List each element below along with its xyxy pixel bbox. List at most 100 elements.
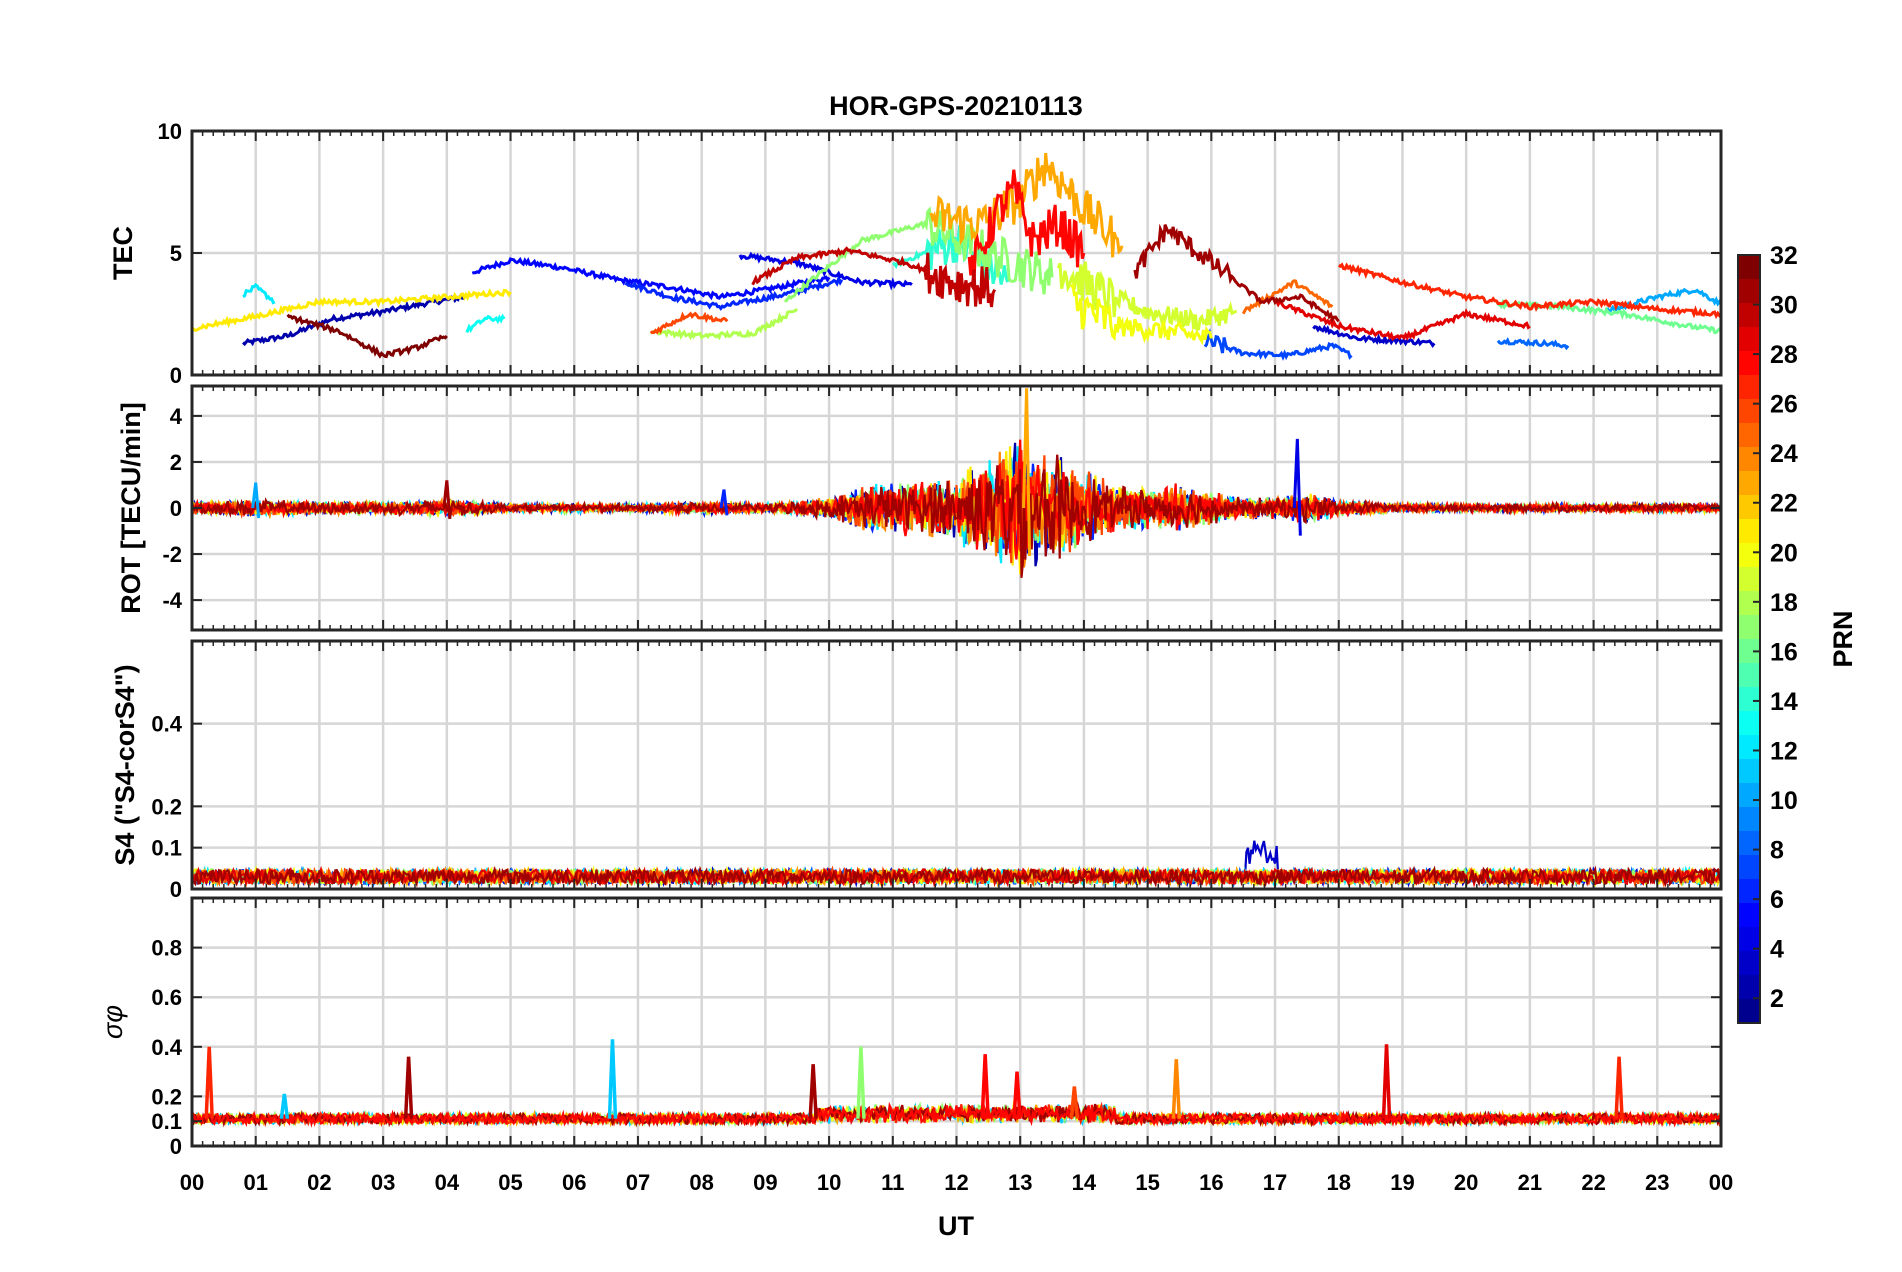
sigma-spike [1012,1071,1022,1119]
sigma-y-tick-label: 0 [170,1134,182,1159]
colorbar-tick-label: 14 [1770,688,1798,716]
x-axis-label: UT [938,1211,974,1241]
rot-y-tick-label: 4 [170,404,183,429]
panel-s4-frame [190,639,1723,891]
x-tick-label: 19 [1390,1170,1414,1195]
sigma-spike [980,1054,990,1119]
x-tick-label: 12 [944,1170,968,1195]
sigma-spike [1614,1056,1624,1119]
tec-series-prn-7 [1203,328,1353,361]
tec-series-prn-21 [192,288,512,333]
tec-series-prn-13 [465,313,506,333]
colorbar-gradient [1737,254,1761,1024]
colorbar-label: PRN [1828,610,1858,667]
rot-spike [442,480,452,520]
tec-y-tick-label: 10 [158,119,182,144]
x-tick-label: 17 [1263,1170,1287,1195]
tec-series-prn-2 [241,294,467,347]
rot-spike [251,482,261,519]
x-tick-label: 14 [1072,1170,1097,1195]
tec-series-prn-8 [1496,337,1570,351]
colorbar-tick-label: 24 [1770,440,1798,468]
tec-series-prn-19 [1056,261,1237,332]
s4-y-tick-label: 0.4 [151,712,182,737]
tec-series-prn-5 [471,256,831,301]
tec-series-prn-27 [1337,262,1721,320]
panel-sigma: 0.8 0.6 0.4 0.20.10 [151,896,1723,1159]
s4-y-tick-label: 0.1 [151,836,182,861]
tec-series-prn-30 [751,246,997,308]
colorbar-tick-label: 2 [1770,985,1784,1013]
colorbar-tick-label: 20 [1770,539,1798,567]
x-tick-label: 13 [1008,1170,1032,1195]
tec-series-prn-23 [929,152,1124,258]
tec-series-prn-18 [650,307,799,341]
panel-sigma-frame [190,896,1723,1148]
x-tick-label: 05 [498,1170,522,1195]
tec-series-prn-25 [1241,279,1334,315]
sigma-spike [403,1056,414,1119]
panel-rot-frame [190,384,1723,632]
tec-ylabel: TEC [108,226,138,280]
colorbar: 32 30 28 26 24 22 20 18 16 14 12 10 8 6 4 2 PRN [1737,242,1858,1024]
sigma-spike [808,1064,818,1119]
tec-series-prn-10 [1605,287,1721,315]
sigma-y-tick-label: 0.2 [151,1084,182,1109]
rot-y-tick-label: 0 [170,496,182,521]
x-tick-label: 16 [1199,1170,1223,1195]
x-tick-label: 22 [1581,1170,1605,1195]
panel-rot: 4 2 0 -2 -4 [162,384,1723,632]
x-tick-label: 08 [689,1170,713,1195]
x-tick-labels: 00 01 02 03 04 05 06 07 08 09 10 11 12 13 14 15 16 17 18 19… [180,1170,1733,1195]
colorbar-tick-label: 30 [1770,292,1798,320]
rot-spike [719,489,729,516]
sigma-spike [279,1093,290,1119]
sigma-spike [1069,1086,1080,1119]
x-tick-label: 21 [1518,1170,1542,1195]
rot-spike [1292,438,1302,536]
colorbar-tick-label: 6 [1770,886,1784,914]
rot-ylabel: ROT [TECU/min] [116,402,146,613]
colorbar-tick-label: 10 [1770,787,1798,815]
tec-series-prn-3 [1312,324,1436,349]
colorbar-tick-label: 8 [1770,837,1784,865]
s4-y-tick-label: 0 [170,877,182,902]
sigma-spike [607,1039,618,1119]
sigma-spike [856,1046,866,1119]
sigma-spike [1171,1059,1182,1119]
tec-series-prn-32 [286,313,448,359]
x-tick-label: 00 [1709,1170,1733,1195]
x-tick-label: 18 [1327,1170,1351,1195]
colorbar-tick-label: 18 [1770,589,1798,617]
colorbar-tick-label: 22 [1770,490,1798,518]
colorbar-tick-label: 32 [1770,242,1798,270]
tec-y-tick-label: 0 [170,363,182,388]
sigma-series-prn-28 [192,1101,1721,1128]
tec-series-prn-29 [1273,298,1531,342]
tec-series-prn-26 [649,311,729,335]
panel-s4: 0.4 0.2 0.1 0 [151,639,1723,902]
tec-series-prn-6 [624,274,844,311]
x-tick-label: 23 [1645,1170,1669,1195]
x-tick-label: 01 [243,1170,267,1195]
x-tick-label: 06 [562,1170,586,1195]
colorbar-tick-label: 12 [1770,737,1798,765]
colorbar-tick-label: 4 [1770,936,1784,964]
s4-y-tick-label: 0.2 [151,794,182,819]
tec-series-prn-20 [1070,282,1213,346]
sigma-spike [1381,1044,1392,1119]
chart-title: HOR-GPS-20210113 [829,91,1083,121]
x-tick-label: 07 [626,1170,650,1195]
rot-y-tick-label: -4 [162,588,182,613]
colorbar-tick-label: 28 [1770,341,1798,369]
sigma-y-tick-label: 0.1 [151,1109,182,1134]
tec-y-tick-label: 5 [170,241,182,266]
x-tick-label: 02 [307,1170,331,1195]
x-tick-label: 03 [371,1170,395,1195]
x-tick-label: 09 [753,1170,777,1195]
sigma-ylabel: σφ [98,1005,128,1039]
sigma-y-tick-label: 0.8 [151,936,182,961]
tec-series-prn-12 [242,282,276,305]
x-tick-label: 04 [435,1170,460,1195]
